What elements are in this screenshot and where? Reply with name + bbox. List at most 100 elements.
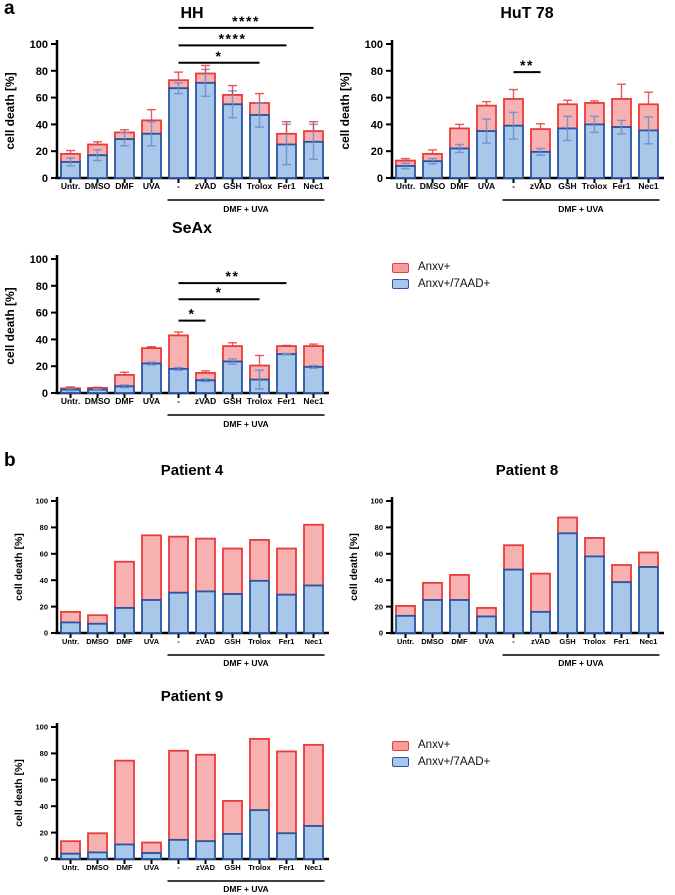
svg-text:-: -: [177, 637, 180, 646]
svg-text:Untr.: Untr.: [62, 863, 79, 872]
svg-text:Patient 4: Patient 4: [161, 462, 224, 479]
svg-text:Nec1: Nec1: [640, 637, 658, 646]
svg-text:20: 20: [36, 146, 48, 158]
svg-text:cell death [%]: cell death [%]: [3, 72, 17, 149]
anxv7aad-swatch-icon: [392, 279, 409, 290]
svg-text:100: 100: [35, 497, 48, 506]
svg-text:UVA: UVA: [478, 181, 495, 191]
legend-label-anxv: Anxv+: [418, 739, 451, 751]
svg-text:0: 0: [44, 629, 48, 638]
svg-text:Fer1: Fer1: [279, 637, 295, 646]
svg-text:zVAD: zVAD: [195, 396, 217, 406]
svg-text:60: 60: [371, 93, 383, 105]
svg-text:UVA: UVA: [143, 396, 160, 406]
anxv-swatch-icon: [392, 740, 409, 751]
legend-item-anxv7aad: Anxv+/7AAD+: [392, 277, 491, 291]
svg-text:80: 80: [40, 749, 48, 758]
svg-text:HuT 78: HuT 78: [500, 5, 553, 22]
svg-text:80: 80: [40, 523, 48, 532]
svg-text:80: 80: [36, 66, 48, 78]
svg-text:Nec1: Nec1: [303, 181, 324, 191]
svg-text:DMF: DMF: [116, 863, 133, 872]
svg-text:Untr.: Untr.: [61, 396, 80, 406]
svg-text:20: 20: [40, 828, 48, 837]
svg-text:80: 80: [36, 281, 48, 293]
chart-patient-4: Patient 4 0 20 40 60 80 100 cell death [%] Untr.…: [13, 462, 329, 668]
legend-item-anxv: Anxv+: [392, 261, 490, 274]
svg-text:Untr.: Untr.: [396, 181, 415, 191]
svg-text:zVAD: zVAD: [196, 863, 216, 872]
svg-text:Untr.: Untr.: [397, 637, 414, 646]
svg-text:zVAD: zVAD: [195, 181, 217, 191]
svg-text:Fer1: Fer1: [279, 863, 295, 872]
svg-text:DMF + UVA: DMF + UVA: [223, 884, 268, 894]
chart-patient-9: Patient 9 0 20 40 60 80 100 cell death [%] Untr.…: [13, 688, 329, 894]
svg-text:-: -: [512, 637, 515, 646]
svg-text:-: -: [177, 181, 180, 191]
svg-text:DMSO: DMSO: [420, 181, 446, 191]
svg-text:SeAx: SeAx: [172, 220, 212, 237]
svg-text:zVAD: zVAD: [530, 181, 552, 191]
svg-text:cell death [%]: cell death [%]: [13, 759, 25, 827]
svg-text:Fer1: Fer1: [278, 181, 296, 191]
svg-text:DMF: DMF: [451, 637, 468, 646]
svg-text:40: 40: [36, 119, 48, 131]
anxv-swatch-icon: [392, 262, 409, 273]
svg-text:****: ****: [232, 13, 260, 29]
svg-text:DMF: DMF: [115, 396, 133, 406]
svg-text:**: **: [226, 268, 240, 284]
panel-b-label: b: [4, 450, 16, 471]
svg-text:80: 80: [371, 66, 383, 78]
legend-item-anxv: Anxv+: [392, 739, 490, 752]
svg-text:20: 20: [375, 602, 383, 611]
svg-text:DMF + UVA: DMF + UVA: [558, 658, 603, 668]
svg-text:GSH: GSH: [223, 181, 241, 191]
svg-text:Nec1: Nec1: [638, 181, 659, 191]
svg-text:DMF: DMF: [116, 637, 133, 646]
svg-text:*: *: [216, 48, 223, 64]
svg-text:Trolox: Trolox: [247, 396, 273, 406]
svg-text:cell death [%]: cell death [%]: [338, 72, 352, 149]
svg-text:40: 40: [371, 119, 383, 131]
svg-text:Nec1: Nec1: [305, 863, 323, 872]
svg-text:Untr.: Untr.: [62, 637, 79, 646]
svg-text:DMSO: DMSO: [421, 637, 444, 646]
svg-text:DMF + UVA: DMF + UVA: [223, 419, 268, 429]
svg-text:20: 20: [371, 146, 383, 158]
svg-text:60: 60: [40, 550, 48, 559]
svg-text:GSH: GSH: [559, 637, 575, 646]
legend-item-anxv7aad: Anxv+/7AAD+: [392, 756, 490, 769]
legend-panel-a: Anxv+ Anxv+/7AAD+: [392, 261, 491, 291]
svg-text:40: 40: [40, 576, 48, 585]
svg-text:DMSO: DMSO: [86, 863, 109, 872]
legend-label-anxv: Anxv+: [418, 261, 451, 273]
svg-text:0: 0: [379, 629, 383, 638]
svg-text:40: 40: [375, 576, 383, 585]
svg-text:DMSO: DMSO: [85, 181, 111, 191]
svg-text:cell death [%]: cell death [%]: [3, 287, 17, 364]
svg-text:60: 60: [36, 308, 48, 320]
svg-text:Trolox: Trolox: [583, 637, 606, 646]
svg-text:DMF: DMF: [450, 181, 468, 191]
svg-text:DMSO: DMSO: [86, 637, 109, 646]
svg-text:GSH: GSH: [224, 637, 240, 646]
svg-text:20: 20: [36, 361, 48, 373]
svg-text:Trolox: Trolox: [247, 181, 273, 191]
svg-text:cell death [%]: cell death [%]: [13, 533, 25, 601]
svg-text:100: 100: [30, 39, 48, 51]
svg-text:GSH: GSH: [223, 396, 241, 406]
svg-text:DMF: DMF: [115, 181, 133, 191]
svg-text:cell death [%]: cell death [%]: [348, 533, 360, 601]
svg-text:zVAD: zVAD: [196, 637, 216, 646]
svg-text:100: 100: [370, 497, 383, 506]
svg-text:Fer1: Fer1: [614, 637, 630, 646]
svg-text:60: 60: [36, 93, 48, 105]
svg-text:**: **: [520, 57, 534, 73]
legend-label-anxv7aad: Anxv+/7AAD+: [418, 277, 491, 290]
svg-text:0: 0: [377, 173, 383, 185]
svg-text:60: 60: [375, 550, 383, 559]
svg-text:Fer1: Fer1: [278, 396, 296, 406]
svg-text:Trolox: Trolox: [248, 637, 271, 646]
